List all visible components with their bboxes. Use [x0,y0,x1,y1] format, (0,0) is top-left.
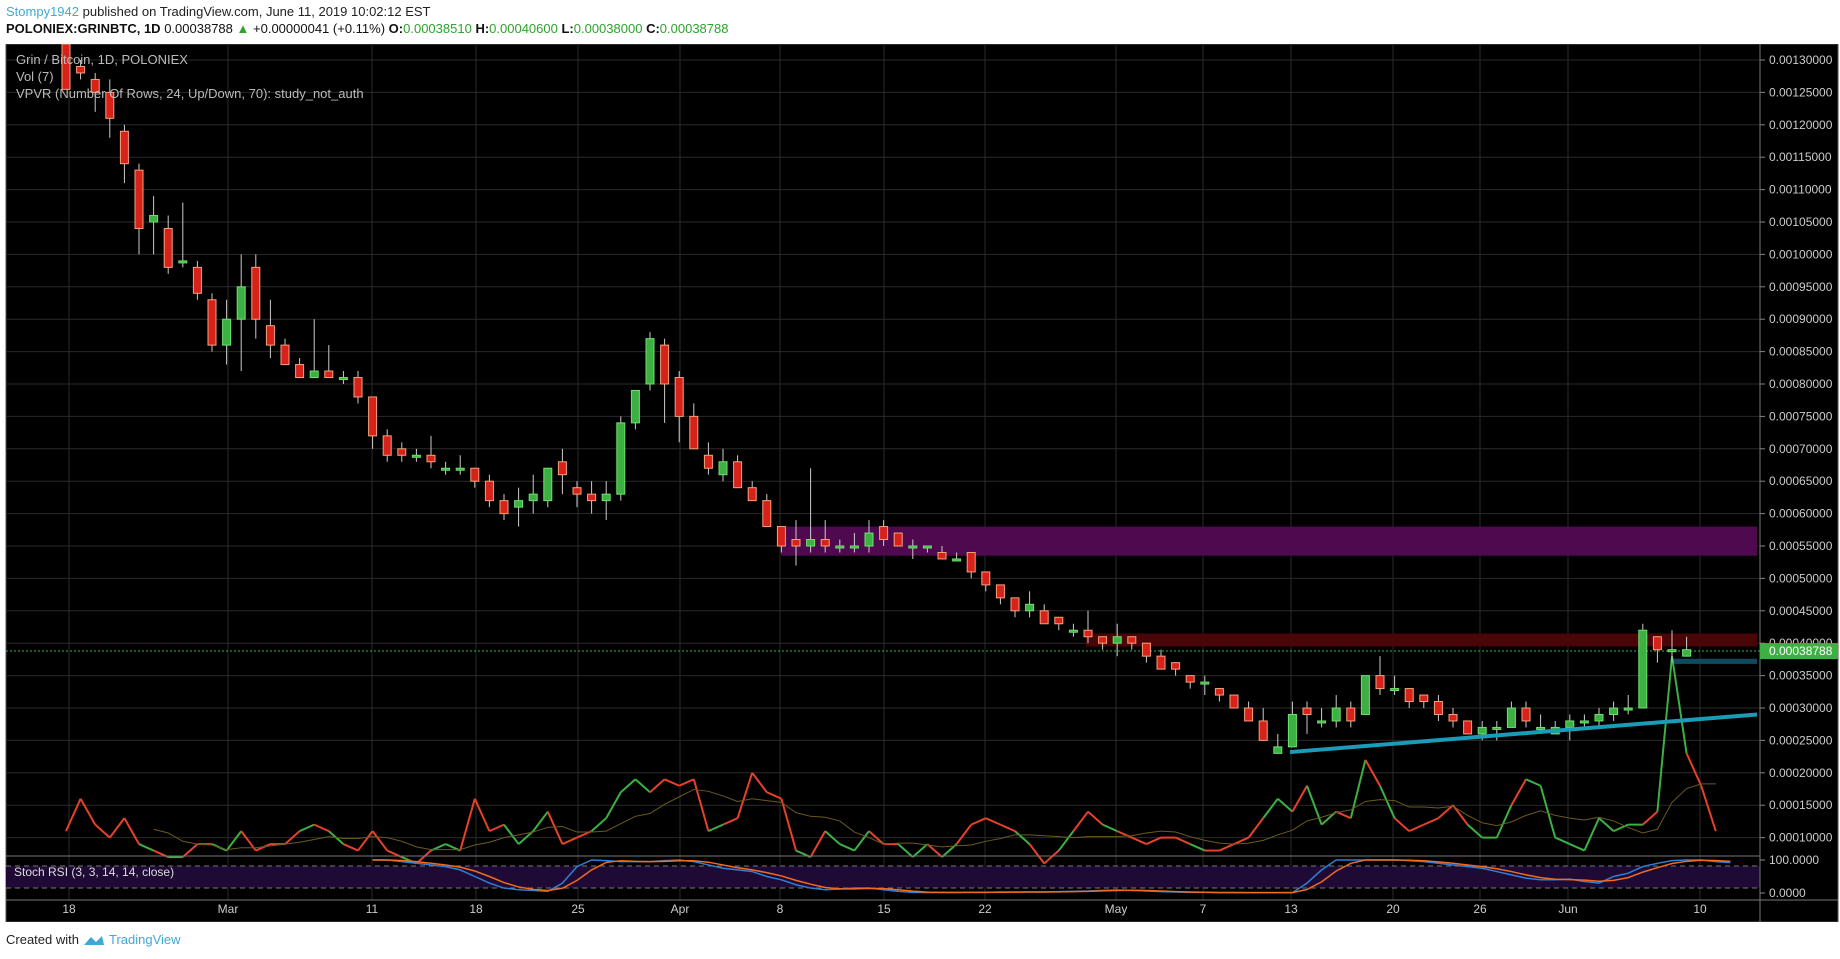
chart-background [5,44,1839,922]
svg-text:22: 22 [978,902,992,916]
high-value: 0.00040600 [489,21,558,36]
svg-text:7: 7 [1200,902,1207,916]
svg-text:0.00130000: 0.00130000 [1769,53,1833,67]
svg-text:0.00115000: 0.00115000 [1769,150,1832,164]
close-value: 0.00038788 [659,21,729,36]
svg-text:0.00125000: 0.00125000 [1769,85,1833,99]
svg-text:25: 25 [571,902,585,916]
stoch-rsi-panel [6,855,1760,894]
svg-text:0.0000: 0.0000 [1769,886,1806,900]
open-label: O: [388,21,404,36]
open-value: 0.00038510 [403,21,472,36]
grid-lines [6,44,1760,900]
svg-text:Apr: Apr [671,902,690,916]
svg-text:0.00120000: 0.00120000 [1769,118,1833,132]
low-value: 0.00038000 [573,21,643,36]
svg-text:13: 13 [1284,902,1298,916]
svg-text:0.00085000: 0.00085000 [1769,345,1833,359]
svg-text:18: 18 [469,902,483,916]
svg-text:8: 8 [777,902,784,916]
svg-text:0.00045000: 0.00045000 [1769,604,1833,618]
publish-info: Stompy1942 published on TradingView.com,… [6,4,431,19]
up-arrow-icon: ▲ [236,21,250,36]
svg-text:0.00020000: 0.00020000 [1769,766,1833,780]
svg-text:0.00090000: 0.00090000 [1769,312,1833,326]
zones [6,526,1760,664]
price-chart[interactable]: 0.00130000 0.00125000 0.00120000 0.00115000… [0,44,1840,922]
svg-text:15: 15 [877,902,891,916]
price-axis[interactable]: 0.00130000 0.00125000 0.00120000 0.00115000… [1759,44,1838,922]
svg-text:11: 11 [366,902,379,916]
trendline[interactable] [1289,712,1758,755]
price-change: +0.00000041 (+0.11%) [253,21,386,36]
symbol-info: POLONIEX:GRINBTC, 1D 0.00038788 ▲ +0.000… [6,21,728,36]
svg-text:20: 20 [1386,902,1400,916]
svg-text:0.00010000: 0.00010000 [1769,831,1833,845]
low-label: L: [561,21,574,36]
svg-text:0.00025000: 0.00025000 [1769,733,1833,747]
footer: Created with TradingView [6,932,181,947]
published-text: published on TradingView.com, June 11, 2… [82,4,431,19]
svg-text:0.00055000: 0.00055000 [1769,539,1833,553]
svg-text:Jun: Jun [1558,902,1577,916]
svg-text:0.00080000: 0.00080000 [1769,377,1833,391]
legend-stoch: Stoch RSI (3, 3, 14, 14, close) [14,865,174,879]
svg-text:0.00110000: 0.00110000 [1769,183,1832,197]
svg-text:0.00030000: 0.00030000 [1769,701,1833,715]
svg-text:0.00065000: 0.00065000 [1769,474,1833,488]
svg-text:18: 18 [62,902,76,916]
svg-text:0.00105000: 0.00105000 [1769,215,1833,229]
created-with-label: Created with [6,932,79,947]
svg-text:Mar: Mar [218,902,239,916]
svg-text:0.00095000: 0.00095000 [1769,280,1833,294]
tradingview-logo-icon [83,935,104,945]
svg-text:100.0000: 100.0000 [1769,853,1819,867]
legend-vol: Vol (7) [16,69,54,84]
svg-text:0.00050000: 0.00050000 [1769,571,1833,585]
svg-text:0.00075000: 0.00075000 [1769,409,1833,423]
svg-text:0.00060000: 0.00060000 [1769,507,1833,521]
volume-line [65,656,1717,865]
svg-text:0.00035000: 0.00035000 [1769,669,1833,683]
symbol-label: POLONIEX:GRINBTC, 1D [6,21,161,36]
legend-title: Grin / Bitcoin, 1D, POLONIEX [16,52,188,67]
svg-text:0.00100000: 0.00100000 [1769,247,1833,261]
legend-vpvr: VPVR (Number Of Rows, 24, Up/Down, 70): … [16,86,364,101]
author-link[interactable]: Stompy1942 [6,4,79,19]
last-price: 0.00038788 [164,21,233,36]
svg-text:0.00070000: 0.00070000 [1769,442,1833,456]
svg-text:0.00015000: 0.00015000 [1769,798,1833,812]
svg-text:10: 10 [1693,902,1707,916]
close-label: C: [646,21,660,36]
candles [61,44,1692,754]
svg-text:0.00038788: 0.00038788 [1769,644,1833,658]
svg-text:May: May [1105,902,1128,916]
time-axis[interactable]: 18 Mar 11 18 25 Apr 8 15 22 May 7 13 20 26 Jun 10 [6,899,1838,916]
svg-text:26: 26 [1473,902,1487,916]
high-label: H: [475,21,490,36]
tradingview-link[interactable]: TradingView [108,932,181,947]
